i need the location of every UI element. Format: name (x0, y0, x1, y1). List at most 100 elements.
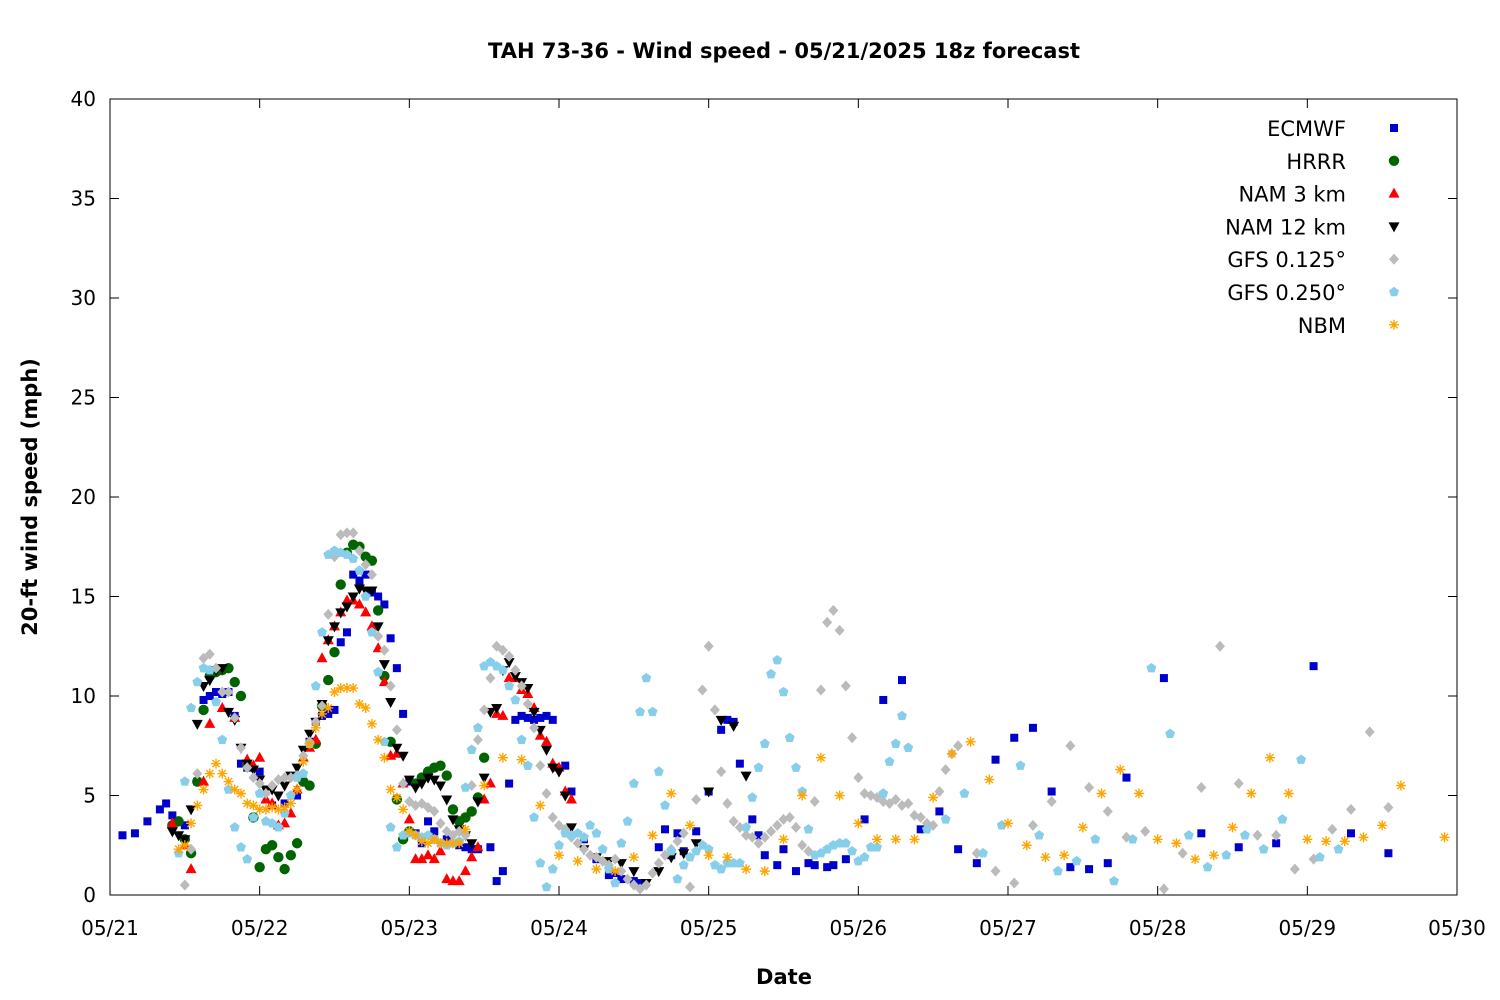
data-point (360, 606, 372, 617)
data-point (316, 652, 328, 663)
data-point (1208, 850, 1219, 861)
data-point (759, 831, 770, 843)
data-point (361, 570, 370, 579)
data-point (441, 795, 453, 806)
data-point (229, 822, 240, 832)
data-point (753, 762, 764, 772)
data-point (935, 807, 944, 816)
data-point (1377, 820, 1388, 831)
y-tick-label: 5 (83, 784, 96, 808)
data-point (385, 784, 396, 795)
data-point (186, 843, 197, 855)
data-point (428, 853, 440, 864)
data-point (840, 838, 851, 848)
data-point (478, 773, 490, 784)
data-point (379, 752, 390, 763)
data-point (591, 864, 602, 875)
data-point (1333, 844, 1344, 854)
data-point (366, 569, 377, 581)
data-point (430, 827, 439, 836)
data-point (248, 772, 259, 784)
data-point (1272, 839, 1281, 848)
data-point (940, 764, 951, 776)
y-tick-label: 0 (83, 883, 96, 907)
data-point (392, 664, 401, 673)
data-point (397, 751, 409, 762)
data-point (330, 705, 339, 714)
data-point (1221, 850, 1232, 860)
data-point (416, 779, 428, 790)
data-point (1084, 782, 1095, 794)
data-point (293, 791, 302, 800)
data-point (1171, 838, 1182, 849)
data-point (497, 752, 508, 763)
data-point (1190, 854, 1201, 865)
data-point (617, 875, 626, 884)
data-point (186, 818, 197, 829)
data-point (628, 852, 639, 863)
data-point (335, 683, 346, 694)
data-point (372, 605, 384, 616)
data-point (416, 836, 427, 847)
data-point (803, 824, 814, 834)
data-point (180, 821, 189, 830)
data-point (1009, 877, 1020, 889)
data-point (1183, 830, 1194, 840)
data-point (322, 636, 334, 647)
data-point (143, 817, 152, 826)
data-point (435, 817, 446, 829)
data-point (354, 545, 365, 557)
data-point (486, 843, 495, 852)
data-point (716, 766, 727, 778)
data-point (466, 851, 478, 862)
data-point (678, 827, 689, 839)
data-point (972, 859, 981, 868)
data-point (996, 820, 1007, 830)
data-point (610, 853, 621, 865)
data-point (242, 762, 253, 774)
x-tick-label: 05/26 (830, 916, 888, 940)
data-point (379, 736, 390, 746)
data-point (191, 719, 203, 730)
data-point (498, 867, 507, 876)
data-point (628, 778, 639, 788)
data-point (853, 818, 864, 829)
legend-marker (1390, 124, 1398, 132)
data-point (410, 783, 422, 794)
data-point (703, 850, 714, 861)
data-point (660, 800, 670, 810)
data-point (529, 812, 539, 822)
data-point (329, 622, 340, 633)
data-point (236, 842, 246, 852)
data-point (834, 790, 845, 801)
data-point (391, 792, 402, 803)
data-point (360, 702, 371, 713)
data-point (497, 644, 508, 656)
data-point (760, 851, 769, 860)
data-point (204, 648, 215, 660)
data-point (1196, 782, 1207, 794)
data-point (1052, 865, 1063, 876)
data-point (691, 846, 702, 856)
data-point (684, 820, 695, 831)
data-point (672, 835, 683, 847)
data-point (672, 873, 683, 884)
series-nbm-points (173, 683, 1450, 877)
data-point (678, 859, 689, 870)
data-point (653, 857, 664, 869)
data-point (1234, 843, 1243, 852)
data-point (921, 824, 932, 834)
data-point (517, 711, 526, 720)
data-point (441, 873, 453, 884)
data-point (260, 804, 271, 815)
data-point (897, 676, 906, 685)
data-point (879, 695, 888, 704)
x-tick-label: 05/30 (1428, 916, 1486, 940)
legend-item: GFS 0.250° (1227, 281, 1399, 305)
data-point (205, 692, 214, 700)
data-point (373, 734, 384, 745)
data-point (703, 640, 714, 652)
data-point (504, 650, 515, 662)
data-point (354, 565, 365, 575)
